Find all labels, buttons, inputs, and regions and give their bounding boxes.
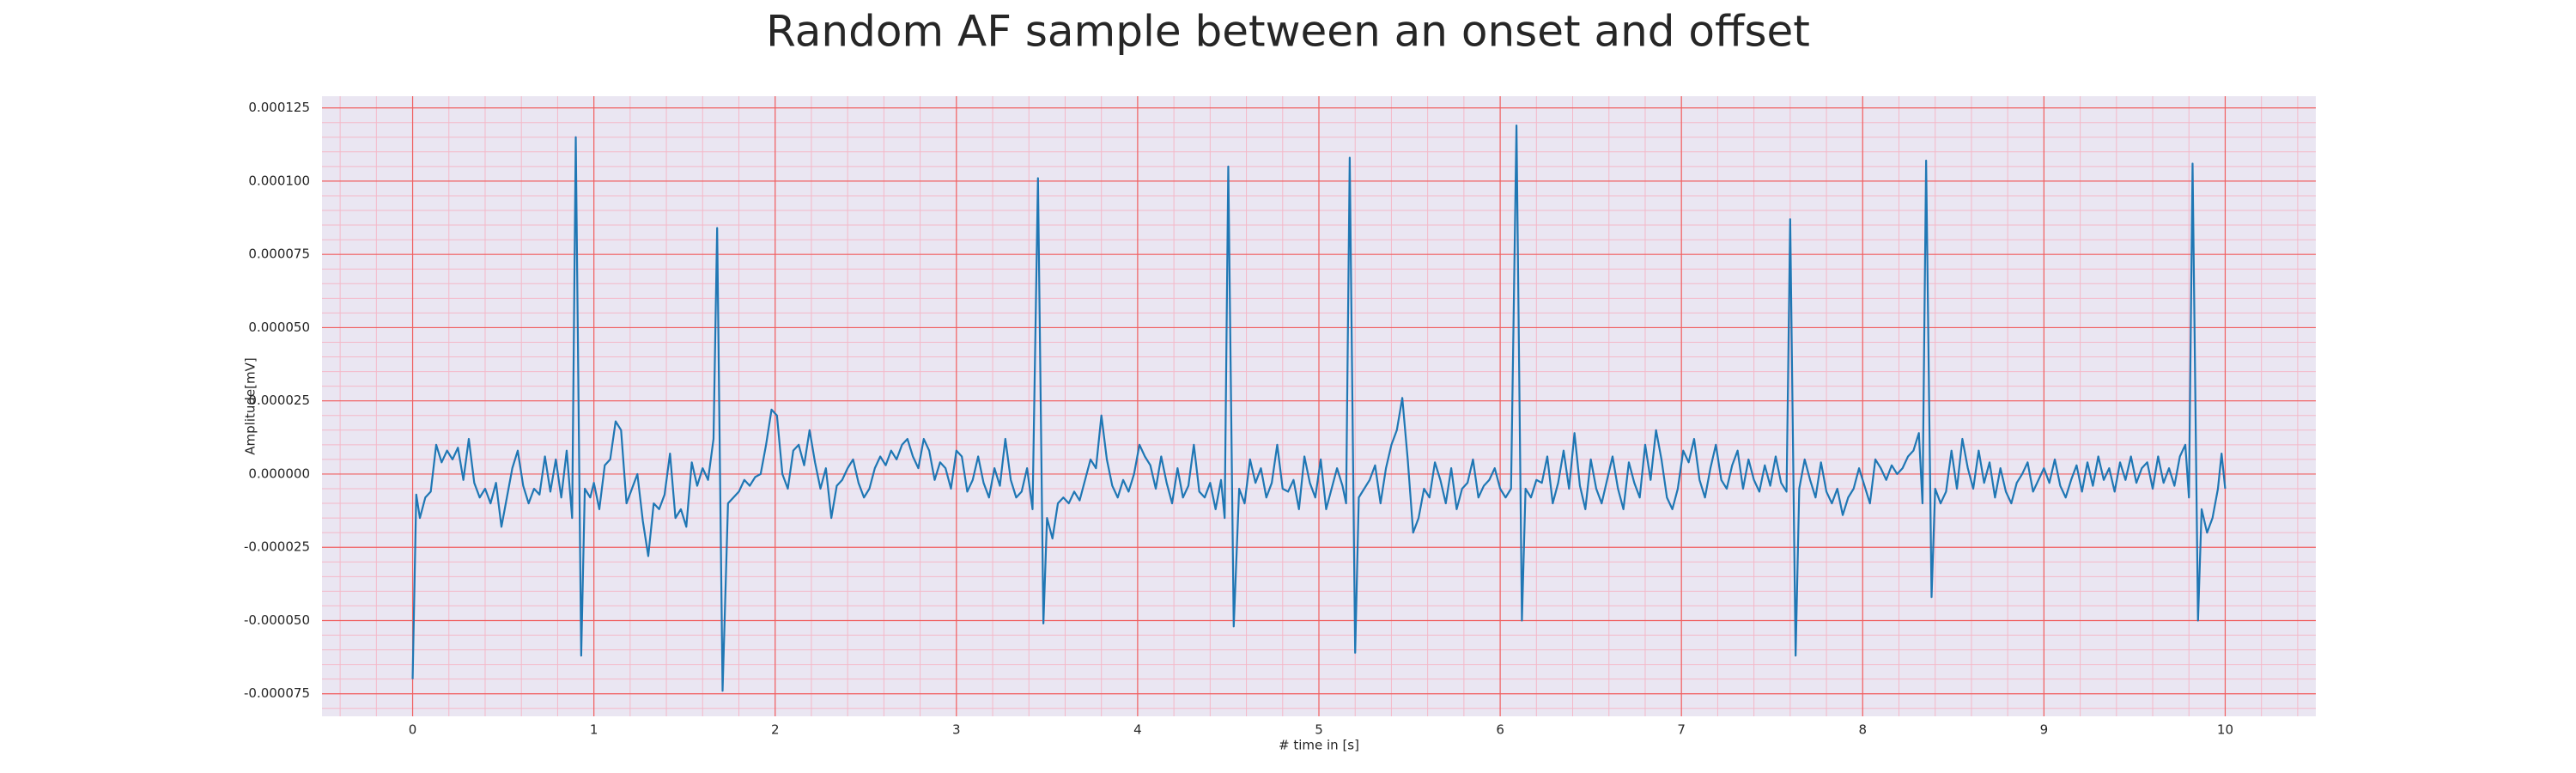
x-tick-label: 8 — [1858, 722, 1867, 738]
x-tick-label: 0 — [409, 722, 417, 738]
y-axis-label: Amplitude[mV] — [243, 357, 258, 454]
tick-labels: 0 1 2 3 4 5 6 7 8 9 10 -0.000075 -0.000050 -0.000025 0… — [244, 100, 2233, 737]
x-tick-label: 9 — [2040, 722, 2049, 738]
x-tick-label: 6 — [1496, 722, 1504, 738]
y-tick-label: -0.000025 — [244, 539, 310, 555]
y-tick-label: 0.000075 — [248, 247, 310, 262]
y-tick-label: 0.000100 — [248, 173, 310, 188]
x-axis-label: # time in [s] — [1279, 738, 1359, 753]
x-tick-label: 5 — [1315, 722, 1323, 738]
y-tick-label: -0.000050 — [244, 612, 310, 628]
y-tick-label: 0.000000 — [248, 466, 310, 481]
x-tick-label: 10 — [2217, 722, 2233, 738]
x-tick-label: 7 — [1677, 722, 1686, 738]
x-tick-label: 2 — [771, 722, 780, 738]
chart-title: Random AF sample between an onset and of… — [766, 7, 1810, 57]
y-tick-label: 0.000050 — [248, 320, 310, 335]
y-tick-label: 0.000025 — [248, 393, 310, 408]
x-tick-label: 3 — [952, 722, 961, 738]
x-tick-label: 4 — [1133, 722, 1142, 738]
signal-line — [411, 125, 2227, 692]
y-tick-label: -0.000075 — [244, 685, 310, 701]
y-tick-label: 0.000125 — [248, 100, 310, 115]
plot-area — [411, 125, 2227, 692]
x-tick-label: 1 — [590, 722, 598, 738]
